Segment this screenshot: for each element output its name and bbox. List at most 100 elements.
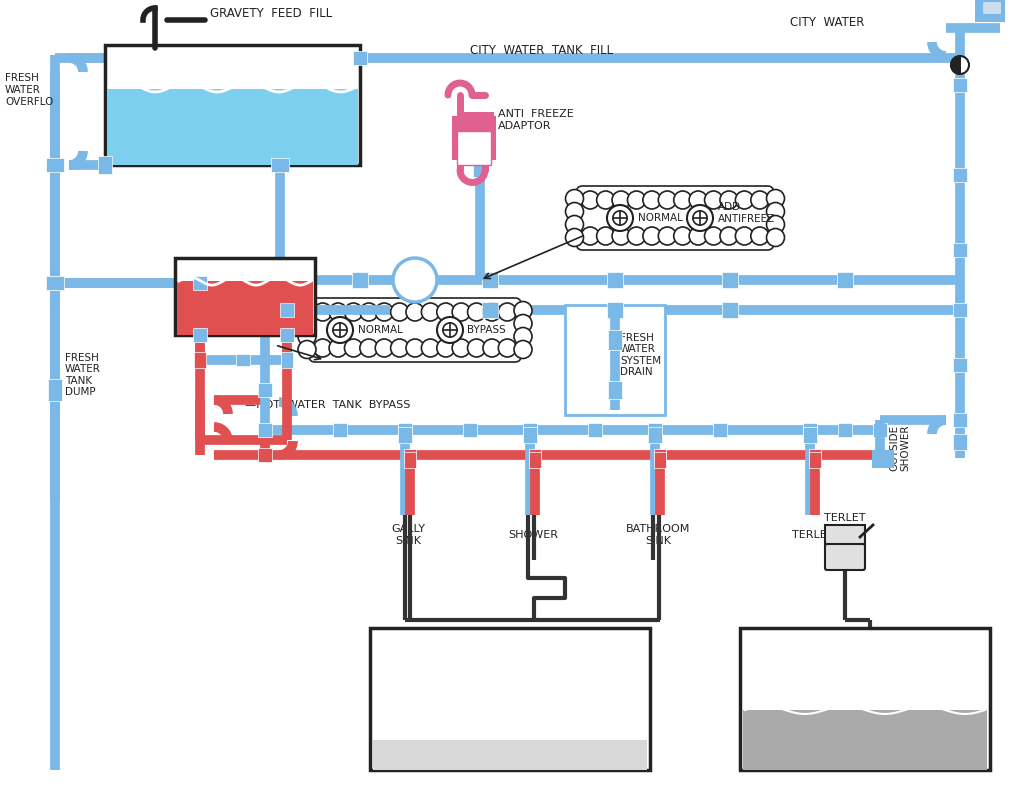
- Bar: [953, 243, 967, 257]
- Circle shape: [298, 302, 316, 320]
- Bar: [98, 156, 112, 174]
- Circle shape: [705, 227, 723, 245]
- Bar: [953, 358, 967, 372]
- Circle shape: [582, 191, 599, 209]
- Bar: [873, 423, 887, 437]
- Circle shape: [735, 227, 754, 245]
- Bar: [194, 352, 206, 368]
- Bar: [648, 427, 662, 443]
- Bar: [398, 427, 412, 443]
- Circle shape: [582, 227, 599, 245]
- Circle shape: [951, 56, 969, 74]
- Circle shape: [375, 339, 393, 357]
- Bar: [48, 379, 62, 401]
- Circle shape: [393, 258, 437, 302]
- Circle shape: [298, 341, 316, 358]
- Circle shape: [643, 191, 660, 209]
- Circle shape: [735, 191, 754, 209]
- FancyBboxPatch shape: [309, 298, 521, 362]
- Bar: [740, 628, 990, 770]
- Bar: [654, 452, 666, 468]
- Bar: [648, 423, 662, 437]
- Circle shape: [565, 202, 584, 221]
- Text: FRESH  WATER  TANK: FRESH WATER TANK: [153, 61, 311, 74]
- Circle shape: [607, 205, 633, 231]
- Circle shape: [628, 191, 645, 209]
- Bar: [743, 710, 987, 770]
- Bar: [607, 272, 623, 288]
- Bar: [370, 628, 650, 770]
- Bar: [803, 423, 817, 437]
- Circle shape: [327, 317, 353, 343]
- Text: —HOT  WATER  TANK  BYPASS: —HOT WATER TANK BYPASS: [245, 400, 411, 410]
- Text: GRAVETY  FEED  FILL: GRAVETY FEED FILL: [210, 6, 332, 19]
- FancyBboxPatch shape: [577, 186, 773, 250]
- Circle shape: [514, 315, 532, 332]
- Bar: [654, 449, 666, 461]
- Circle shape: [453, 303, 470, 321]
- Bar: [982, 1, 1002, 15]
- Circle shape: [406, 339, 424, 357]
- Bar: [953, 303, 967, 317]
- Text: CITY  WATER: CITY WATER: [790, 15, 864, 28]
- Bar: [46, 276, 63, 290]
- Circle shape: [597, 191, 614, 209]
- Text: CITY  WATER  TANK  FILL: CITY WATER TANK FILL: [470, 44, 613, 57]
- Circle shape: [767, 202, 784, 221]
- Circle shape: [468, 303, 485, 321]
- Bar: [106, 89, 358, 165]
- Text: HOT  WATER: HOT WATER: [204, 265, 286, 278]
- Bar: [529, 449, 541, 461]
- Circle shape: [298, 328, 316, 345]
- Circle shape: [359, 303, 378, 321]
- Bar: [523, 423, 537, 437]
- Bar: [258, 448, 272, 462]
- Circle shape: [344, 303, 362, 321]
- Bar: [463, 423, 477, 437]
- Circle shape: [565, 228, 584, 247]
- Circle shape: [333, 323, 347, 337]
- Circle shape: [437, 317, 463, 343]
- Bar: [722, 272, 738, 288]
- Bar: [352, 272, 368, 288]
- Bar: [457, 131, 490, 165]
- Bar: [193, 276, 207, 290]
- Bar: [608, 381, 622, 399]
- Circle shape: [298, 315, 316, 332]
- Circle shape: [514, 302, 532, 320]
- Circle shape: [329, 339, 347, 357]
- Circle shape: [499, 303, 516, 321]
- Circle shape: [705, 191, 723, 209]
- Circle shape: [313, 339, 332, 357]
- Text: ANTI  FREEZE
ADAPTOR: ANTI FREEZE ADAPTOR: [498, 109, 573, 131]
- Bar: [281, 352, 293, 368]
- Circle shape: [658, 191, 676, 209]
- Bar: [825, 525, 865, 545]
- Bar: [608, 330, 622, 350]
- Circle shape: [689, 191, 708, 209]
- Bar: [482, 272, 498, 288]
- Bar: [523, 427, 537, 443]
- Text: GALLY
SINK: GALLY SINK: [391, 524, 425, 546]
- Circle shape: [329, 303, 347, 321]
- Circle shape: [390, 303, 409, 321]
- Bar: [398, 423, 412, 437]
- Bar: [373, 740, 647, 770]
- Text: SHOWER: SHOWER: [508, 530, 558, 540]
- Circle shape: [612, 191, 630, 209]
- Bar: [953, 168, 967, 182]
- Bar: [353, 51, 367, 65]
- Polygon shape: [951, 56, 961, 74]
- Circle shape: [767, 228, 784, 247]
- Bar: [175, 258, 315, 335]
- Bar: [280, 303, 294, 317]
- Text: NORMAL: NORMAL: [358, 325, 402, 335]
- Circle shape: [767, 189, 784, 207]
- Circle shape: [693, 211, 708, 225]
- Circle shape: [597, 227, 614, 245]
- Circle shape: [483, 303, 501, 321]
- Bar: [258, 383, 272, 397]
- Text: ADD
ANTIFREEZ: ADD ANTIFREEZ: [718, 202, 775, 224]
- Circle shape: [674, 227, 691, 245]
- Bar: [236, 354, 250, 366]
